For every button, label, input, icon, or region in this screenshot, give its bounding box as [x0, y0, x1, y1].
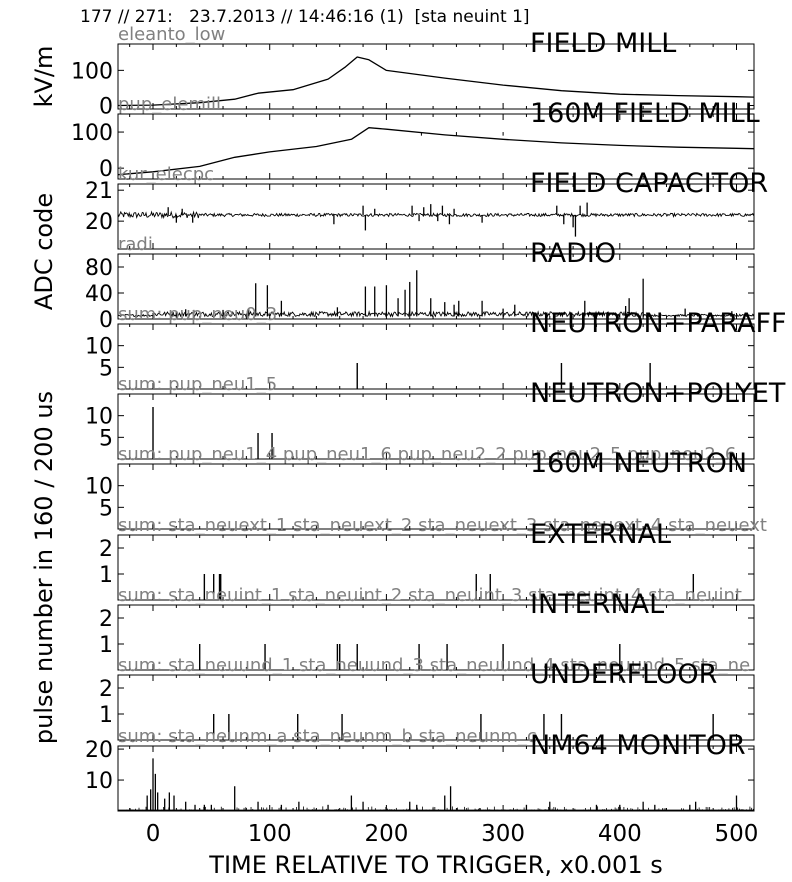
y-tick-label: 2 [99, 677, 113, 702]
chart-header: 177 // 271: 23.7.2013 // 14:46:16 (1) [s… [80, 7, 530, 27]
y-tick-label: 20 [85, 738, 113, 763]
channel-label: sum: sta_neuint_1 sta_neuint_2 sta_neuin… [118, 585, 742, 606]
y-tick-label: 10 [85, 405, 113, 430]
series-line [117, 127, 755, 176]
panel-frame [117, 43, 755, 110]
x-tick-label: 500 [715, 821, 759, 847]
panel-frame [117, 745, 755, 812]
panel-title: INTERNAL [530, 589, 664, 620]
channel-label: sum: sta_neunm_a sta_neunm_b sta_neunm_c [118, 726, 537, 747]
panel-title: FIELD CAPACITOR [530, 168, 768, 199]
y-tick-label: 20 [85, 210, 113, 235]
y-tick-label: 21 [85, 179, 113, 204]
y-tick-label: 100 [71, 59, 113, 84]
panel-title: EXTERNAL [530, 519, 671, 550]
y-tick-label: 5 [99, 356, 113, 381]
channel-label: sum: pup_neu0_3 [118, 304, 277, 325]
panel-title: UNDERFLOOR [530, 659, 717, 690]
y-tick-label: 5 [99, 426, 113, 451]
series-line [117, 310, 755, 319]
x-tick-label: 0 [146, 821, 161, 847]
panel-title: NM64 MONITOR [530, 730, 746, 761]
y-tick-label: 80 [85, 256, 113, 281]
panel-title: 160M NEUTRON [530, 448, 747, 479]
channel-label: pup_elemill [118, 94, 221, 115]
panel-frame [117, 183, 755, 250]
channel-label: sum: pup_neu1_5 [118, 374, 277, 395]
y-tick-label: 1 [99, 563, 113, 588]
x-tick-label: 400 [598, 821, 642, 847]
panel-title: NEUTRON+PARAFF [530, 308, 787, 339]
x-tick-label: 300 [481, 821, 525, 847]
y-tick-label: 0 [99, 94, 113, 119]
y-tick-label: 0 [99, 308, 113, 333]
y-tick-label: 10 [85, 475, 113, 500]
panel-title: 160M FIELD MILL [530, 98, 760, 129]
panel-title: FIELD MILL [530, 28, 676, 59]
series-line [117, 210, 755, 220]
y-tick-label: 10 [85, 335, 113, 360]
y-tick-label: 100 [71, 121, 113, 146]
channel-label: sum: sta_neuext_1 sta_neuext_2 sta_neuex… [118, 515, 767, 536]
y-axis-label: pulse number in 160 / 200 us [30, 391, 58, 744]
y-axis-label: kV/m [30, 46, 58, 108]
y-tick-label: 2 [99, 607, 113, 632]
series-line [117, 56, 755, 107]
channel-label: sum: pup_neu1_4 pup_neu1_6 pup_neu2_2 pu… [118, 444, 736, 465]
panel-title: RADIO [530, 238, 616, 269]
y-axis-label: ADC code [30, 193, 58, 310]
channel-label: eleanto_low [118, 24, 225, 45]
y-tick-label: 2 [99, 537, 113, 562]
channel-label: kur_elecpc [118, 164, 214, 185]
panel-title: NEUTRON+POLYET [530, 378, 786, 409]
channel-label: radi [118, 234, 153, 255]
channel-label: sum: sta_neuund_1 sta_neuund_3 sta_neuun… [118, 655, 750, 676]
panel-frame [117, 253, 755, 320]
y-tick-label: 10 [85, 769, 113, 794]
panel-frame [117, 113, 755, 180]
y-tick-label: 1 [99, 633, 113, 658]
y-tick-label: 0 [99, 157, 113, 182]
x-tick-label: 100 [248, 821, 292, 847]
y-tick-label: 5 [99, 496, 113, 521]
y-tick-label: 40 [85, 282, 113, 307]
x-tick-label: 200 [364, 821, 408, 847]
y-tick-label: 1 [99, 703, 113, 728]
